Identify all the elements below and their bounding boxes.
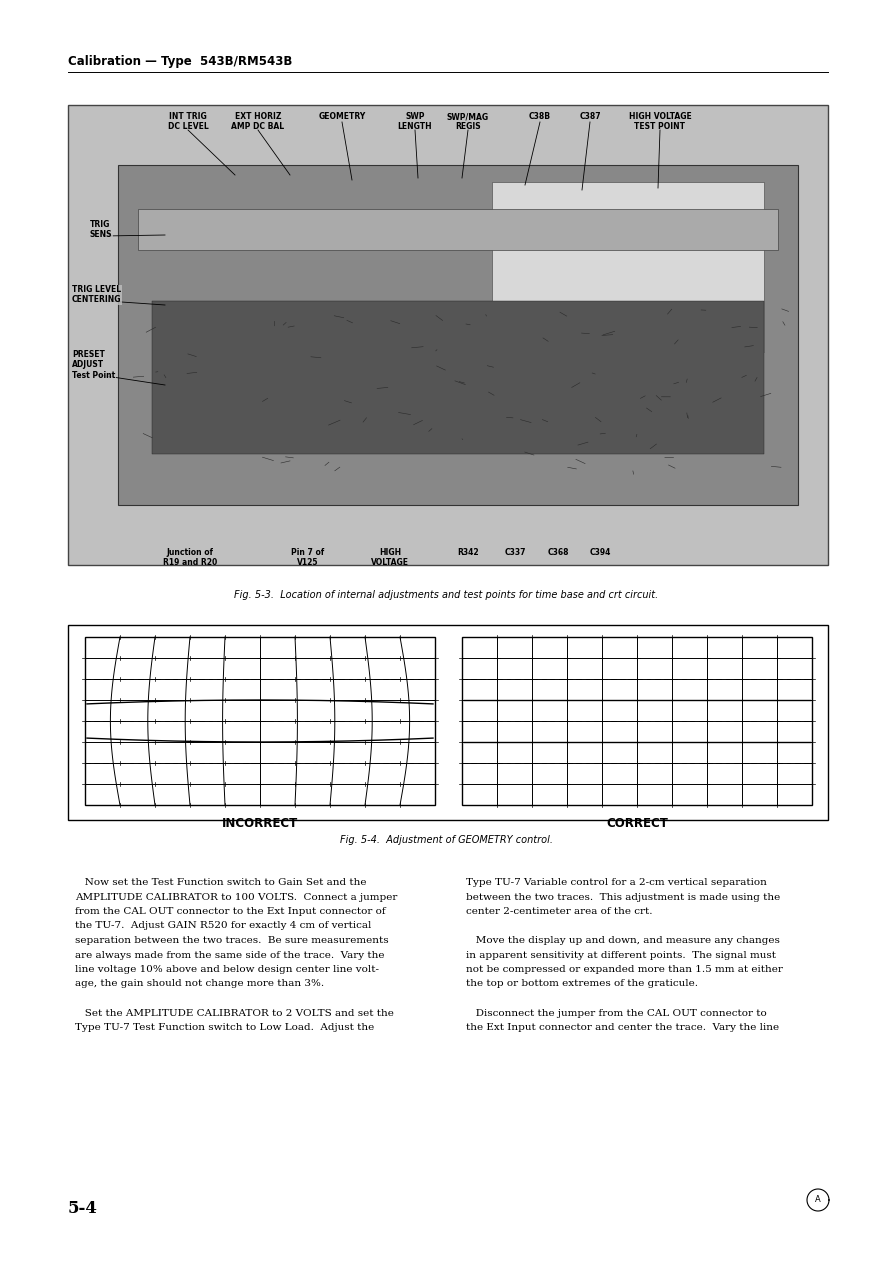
Text: C394: C394 [589, 548, 611, 557]
Text: separation between the two traces.  Be sure measurements: separation between the two traces. Be su… [75, 936, 388, 945]
Text: PRESET
ADJUST
Test Point: PRESET ADJUST Test Point [72, 350, 115, 380]
Bar [85, 637, 435, 805]
Text: center 2-centimeter area of the crt.: center 2-centimeter area of the crt. [466, 907, 653, 916]
Text: the Ext Input connector and center the trace.  Vary the line: the Ext Input connector and center the t… [466, 1023, 779, 1032]
Text: TRIG LEVEL
CENTERING: TRIG LEVEL CENTERING [72, 285, 121, 304]
Text: Set the AMPLITUDE CALIBRATOR to 2 VOLTS and set the: Set the AMPLITUDE CALIBRATOR to 2 VOLTS … [75, 1008, 394, 1018]
Bar [68, 105, 828, 565]
Bar [492, 182, 764, 352]
Text: Fig. 5-3.  Location of internal adjustments and test points for time base and cr: Fig. 5-3. Location of internal adjustmen… [234, 590, 658, 600]
Text: the top or bottom extremes of the graticule.: the top or bottom extremes of the gratic… [466, 980, 698, 989]
Bar [462, 637, 812, 805]
Bar [152, 301, 764, 453]
Text: SWP
LENGTH: SWP LENGTH [397, 112, 432, 131]
Bar [68, 625, 828, 820]
Text: Move the display up and down, and measure any changes: Move the display up and down, and measur… [466, 936, 780, 945]
Text: between the two traces.  This adjustment is made using the: between the two traces. This adjustment … [466, 893, 780, 902]
Text: in apparent sensitivity at different points.  The signal must: in apparent sensitivity at different poi… [466, 951, 776, 960]
Text: EXT HORIZ
AMP DC BAL: EXT HORIZ AMP DC BAL [231, 112, 285, 131]
Text: Fig. 5-4.  Adjustment of GEOMETRY control.: Fig. 5-4. Adjustment of GEOMETRY control… [339, 835, 553, 845]
Text: 5-4: 5-4 [68, 1200, 98, 1218]
Text: Junction of
R19 and R20: Junction of R19 and R20 [163, 548, 217, 567]
Text: R342: R342 [457, 548, 479, 557]
Text: A: A [815, 1196, 821, 1205]
Text: HIGH
VOLTAGE: HIGH VOLTAGE [371, 548, 409, 567]
Text: C337: C337 [505, 548, 526, 557]
Text: Pin 7 of
V125: Pin 7 of V125 [291, 548, 325, 567]
Bar [118, 165, 798, 505]
Text: Disconnect the jumper from the CAL OUT connector to: Disconnect the jumper from the CAL OUT c… [466, 1008, 767, 1018]
Text: are always made from the same side of the trace.  Vary the: are always made from the same side of th… [75, 951, 385, 960]
Bar [138, 210, 778, 250]
Text: age, the gain should not change more than 3%.: age, the gain should not change more tha… [75, 980, 324, 989]
Text: Calibration — Type  543B/RM543B: Calibration — Type 543B/RM543B [68, 56, 292, 68]
Text: from the CAL OUT connector to the Ext Input connector of: from the CAL OUT connector to the Ext In… [75, 907, 386, 916]
Text: C38B: C38B [529, 112, 551, 121]
Text: Type TU-7 Variable control for a 2-cm vertical separation: Type TU-7 Variable control for a 2-cm ve… [466, 878, 767, 887]
Text: GEOMETRY: GEOMETRY [319, 112, 365, 121]
Text: Type TU-7 Test Function switch to Low Load.  Adjust the: Type TU-7 Test Function switch to Low Lo… [75, 1023, 374, 1032]
Text: SWP/MAG
REGIS: SWP/MAG REGIS [446, 112, 489, 131]
Text: INCORRECT: INCORRECT [221, 817, 298, 830]
Text: HIGH VOLTAGE
TEST POINT: HIGH VOLTAGE TEST POINT [629, 112, 691, 131]
Text: not be compressed or expanded more than 1.5 mm at either: not be compressed or expanded more than … [466, 965, 783, 974]
Text: Now set the Test Function switch to Gain Set and the: Now set the Test Function switch to Gain… [75, 878, 366, 887]
Text: line voltage 10% above and below design center line volt-: line voltage 10% above and below design … [75, 965, 379, 974]
Text: CORRECT: CORRECT [606, 817, 668, 830]
Text: AMPLITUDE CALIBRATOR to 100 VOLTS.  Connect a jumper: AMPLITUDE CALIBRATOR to 100 VOLTS. Conne… [75, 893, 397, 902]
Text: the TU-7.  Adjust GAIN R520 for exactly 4 cm of vertical: the TU-7. Adjust GAIN R520 for exactly 4… [75, 922, 371, 931]
Text: INT TRIG
DC LEVEL: INT TRIG DC LEVEL [168, 112, 208, 131]
Text: C387: C387 [580, 112, 601, 121]
Text: TRIG
SENS: TRIG SENS [90, 220, 113, 240]
Text: C368: C368 [547, 548, 569, 557]
